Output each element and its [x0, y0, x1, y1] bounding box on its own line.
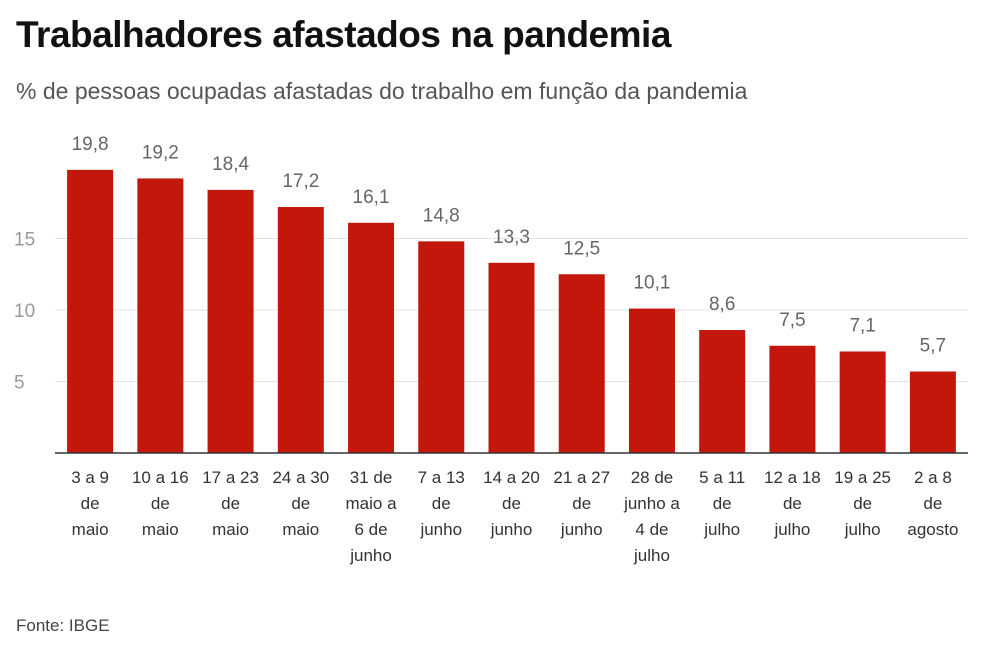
x-category-label: 3 a 9 de maio [71, 468, 109, 539]
x-category-label: 2 a 8 de agosto [907, 468, 958, 539]
bar-chart: 5 10 15 19,8 3 a 9 de maio 19,2 10 a 16 de maio 18,… [14, 134, 968, 565]
x-category-label-line: de [502, 494, 521, 513]
chart-title: Trabalhadores afastados na pandemia [16, 14, 671, 55]
value-label: 18,4 [212, 154, 249, 175]
x-category-label-line: 5 a 11 [699, 468, 745, 487]
bar [558, 274, 605, 453]
x-category-label-line: 17 a 23 [202, 468, 259, 487]
x-category-label-line: junho [560, 520, 603, 539]
x-category-label-line: de [151, 494, 170, 513]
x-category-label-line: de [291, 494, 310, 513]
x-category-label: 7 a 13 de junho [418, 468, 465, 539]
chart-subtitle: % de pessoas ocupadas afastadas do traba… [16, 78, 748, 104]
value-label: 12,5 [563, 238, 600, 259]
value-label: 14,8 [423, 205, 460, 226]
bar [207, 189, 254, 453]
bar [418, 241, 465, 453]
x-category-label: 19 a 25 de julho [834, 468, 891, 539]
bar [277, 207, 324, 453]
x-category-label-line: de [783, 494, 802, 513]
x-category-label-line: junho [490, 520, 533, 539]
x-category-label-line: 19 a 25 [834, 468, 891, 487]
value-label: 8,6 [709, 294, 735, 315]
bar [909, 371, 956, 453]
value-label: 7,1 [849, 315, 875, 336]
y-tick-label: 10 [14, 301, 35, 322]
x-category-label-line: de [923, 494, 942, 513]
bar [348, 222, 395, 453]
x-category-label-line: 12 a 18 [764, 468, 821, 487]
x-category-label-line: de [432, 494, 451, 513]
bar [628, 308, 675, 453]
x-category-label: 24 a 30 de maio [272, 468, 329, 539]
x-category-label-line: 31 de [350, 468, 393, 487]
x-category-label-line: maio a [346, 494, 398, 513]
x-category-label: 17 a 23 de maio [202, 468, 259, 539]
x-category-label-line: de [713, 494, 732, 513]
x-category-label-line: junho a [623, 494, 680, 513]
x-category-label-line: 21 a 27 [553, 468, 610, 487]
x-category-label: 5 a 11 de julho [699, 468, 745, 539]
bar [839, 351, 886, 453]
x-category-label: 12 a 18 de julho [764, 468, 821, 539]
value-label: 19,2 [142, 142, 179, 163]
x-category-label-line: maio [212, 520, 249, 539]
bar [137, 178, 184, 453]
x-category-label-line: 10 a 16 [132, 468, 189, 487]
x-category-label-line: junho [349, 546, 392, 565]
x-category-label: 21 a 27 de junho [553, 468, 610, 539]
x-category-label: 31 de maio a 6 de junho [346, 468, 398, 565]
bar [769, 345, 816, 453]
x-category-label-line: julho [633, 546, 670, 565]
x-category-label-line: julho [844, 520, 881, 539]
value-label: 10,1 [633, 273, 670, 294]
value-label: 17,2 [282, 171, 319, 192]
x-category-label-line: de [853, 494, 872, 513]
x-category-label-line: julho [773, 520, 810, 539]
x-category-label-line: 2 a 8 [914, 468, 952, 487]
x-category-label-line: junho [419, 520, 462, 539]
x-category-label-line: 7 a 13 [418, 468, 465, 487]
x-category-label-line: 3 a 9 [71, 468, 109, 487]
x-category-label-line: 24 a 30 [272, 468, 329, 487]
x-category-label-line: julho [703, 520, 740, 539]
source-note: Fonte: IBGE [16, 616, 110, 635]
bar [488, 262, 535, 453]
x-category-label-line: de [572, 494, 591, 513]
x-category-label-line: 14 a 20 [483, 468, 540, 487]
x-category-label-line: 6 de [354, 520, 387, 539]
y-tick-label: 15 [14, 230, 35, 251]
value-label: 5,7 [920, 335, 946, 356]
value-label: 16,1 [353, 187, 390, 208]
x-category-label-line: de [221, 494, 240, 513]
y-tick-label: 5 [14, 373, 25, 394]
bar [67, 169, 114, 454]
bar [699, 330, 746, 453]
x-category-label-line: maio [282, 520, 319, 539]
x-category-label: 28 de junho a 4 de julho [623, 468, 680, 565]
x-category-label-line: maio [142, 520, 179, 539]
x-category-label: 14 a 20 de junho [483, 468, 540, 539]
value-label: 13,3 [493, 227, 530, 248]
value-label: 7,5 [779, 310, 805, 331]
x-category-label-line: 4 de [635, 520, 668, 539]
x-category-label-line: maio [72, 520, 109, 539]
x-category-label-line: 28 de [631, 468, 674, 487]
value-label: 19,8 [72, 134, 109, 155]
x-category-label-line: de [81, 494, 100, 513]
x-category-label-line: agosto [907, 520, 958, 539]
x-category-label: 10 a 16 de maio [132, 468, 189, 539]
